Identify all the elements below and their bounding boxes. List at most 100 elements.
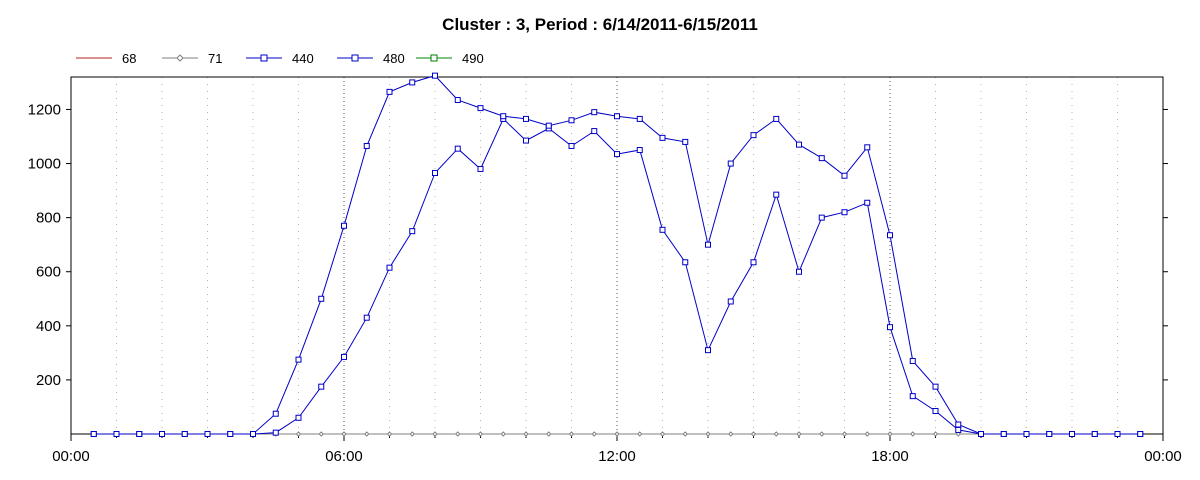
data-point <box>454 145 461 152</box>
data-point <box>909 357 916 364</box>
data-point <box>500 113 507 120</box>
data-point <box>750 431 757 437</box>
data-point <box>591 109 598 116</box>
data-point <box>568 117 575 124</box>
data-point <box>523 137 529 144</box>
legend-label: 71 <box>208 51 222 66</box>
data-point <box>204 431 211 437</box>
data-point <box>1091 431 1098 437</box>
data-point <box>568 142 575 149</box>
data-point <box>591 431 597 437</box>
data-point <box>750 259 757 266</box>
data-point <box>614 431 620 437</box>
data-point <box>819 431 825 437</box>
data-point <box>272 410 279 417</box>
data-point <box>432 431 438 437</box>
data-point <box>887 431 893 437</box>
data-point <box>477 165 484 172</box>
data-point <box>841 209 848 216</box>
data-point <box>614 113 620 120</box>
data-point <box>227 431 234 437</box>
series-480 <box>90 115 1144 437</box>
x-tick-label: 06:00 <box>325 448 363 465</box>
data-point <box>523 431 529 437</box>
data-point <box>727 298 734 305</box>
data-point <box>341 431 347 437</box>
data-point <box>364 431 370 437</box>
data-point <box>1023 431 1030 437</box>
y-tick-label: 1000 <box>28 156 61 173</box>
data-point <box>773 115 780 122</box>
data-point <box>864 431 870 437</box>
data-point <box>363 314 370 321</box>
data-point <box>818 214 825 221</box>
data-point <box>545 122 552 129</box>
data-point <box>500 431 506 437</box>
data-point <box>136 431 143 437</box>
data-point <box>341 353 347 360</box>
data-point <box>455 431 461 437</box>
data-point <box>272 429 279 436</box>
legend: 68 71 440 480 490 <box>76 51 484 66</box>
data-point <box>1137 431 1144 437</box>
legend-marker <box>351 54 359 62</box>
data-point <box>932 383 939 390</box>
x-axis: 00:00 06:00 12:00 18:00 00:00 <box>52 434 1182 465</box>
y-tick-label: 400 <box>36 318 61 335</box>
data-point <box>841 431 848 437</box>
legend-marker <box>176 54 184 62</box>
data-point <box>659 226 666 233</box>
x-tick-label: 18:00 <box>871 448 909 465</box>
data-point <box>659 431 666 437</box>
data-point <box>773 431 779 437</box>
data-point <box>159 431 165 437</box>
data-point <box>636 147 643 154</box>
plot-frame <box>70 76 1164 435</box>
data-point <box>318 295 325 302</box>
legend-marker <box>260 54 268 62</box>
data-point <box>90 431 97 437</box>
x-tick-label: 12:00 <box>598 448 636 465</box>
data-point <box>1000 431 1007 437</box>
data-point <box>955 426 962 433</box>
y-axis: 200 400 600 800 1000 1200 <box>28 101 1168 389</box>
data-point <box>887 324 893 331</box>
legend-marker <box>430 54 438 62</box>
data-point <box>978 431 984 437</box>
data-point <box>546 431 552 437</box>
data-point <box>295 431 302 437</box>
data-point <box>409 228 416 235</box>
data-point <box>386 264 393 271</box>
y-tick-label: 600 <box>36 264 61 281</box>
data-point <box>705 241 711 248</box>
data-point <box>477 105 484 112</box>
legend-label: 490 <box>462 51 484 66</box>
data-point <box>659 134 666 141</box>
series-line <box>93 118 1141 435</box>
data-point <box>591 128 598 135</box>
data-point <box>864 144 871 151</box>
data-point <box>341 222 347 229</box>
data-point <box>955 431 961 437</box>
data-point <box>568 431 575 437</box>
y-tick-label: 200 <box>36 372 61 389</box>
y-tick-label: 800 <box>36 210 61 227</box>
data-point <box>1069 431 1075 437</box>
data-point <box>682 259 689 266</box>
y-tick-label: 1200 <box>28 101 61 118</box>
data-point <box>1046 431 1053 437</box>
data-point <box>932 431 939 437</box>
data-point <box>113 431 120 437</box>
data-point <box>637 431 643 437</box>
data-point <box>773 191 780 198</box>
data-point <box>705 347 711 354</box>
data-point <box>477 431 484 437</box>
legend-label: 440 <box>292 51 314 66</box>
legend-label: 480 <box>383 51 405 66</box>
data-point <box>728 431 734 437</box>
data-point <box>409 79 416 86</box>
data-point <box>955 421 962 428</box>
data-point <box>454 96 461 103</box>
data-point <box>318 431 324 437</box>
data-point <box>181 431 188 437</box>
